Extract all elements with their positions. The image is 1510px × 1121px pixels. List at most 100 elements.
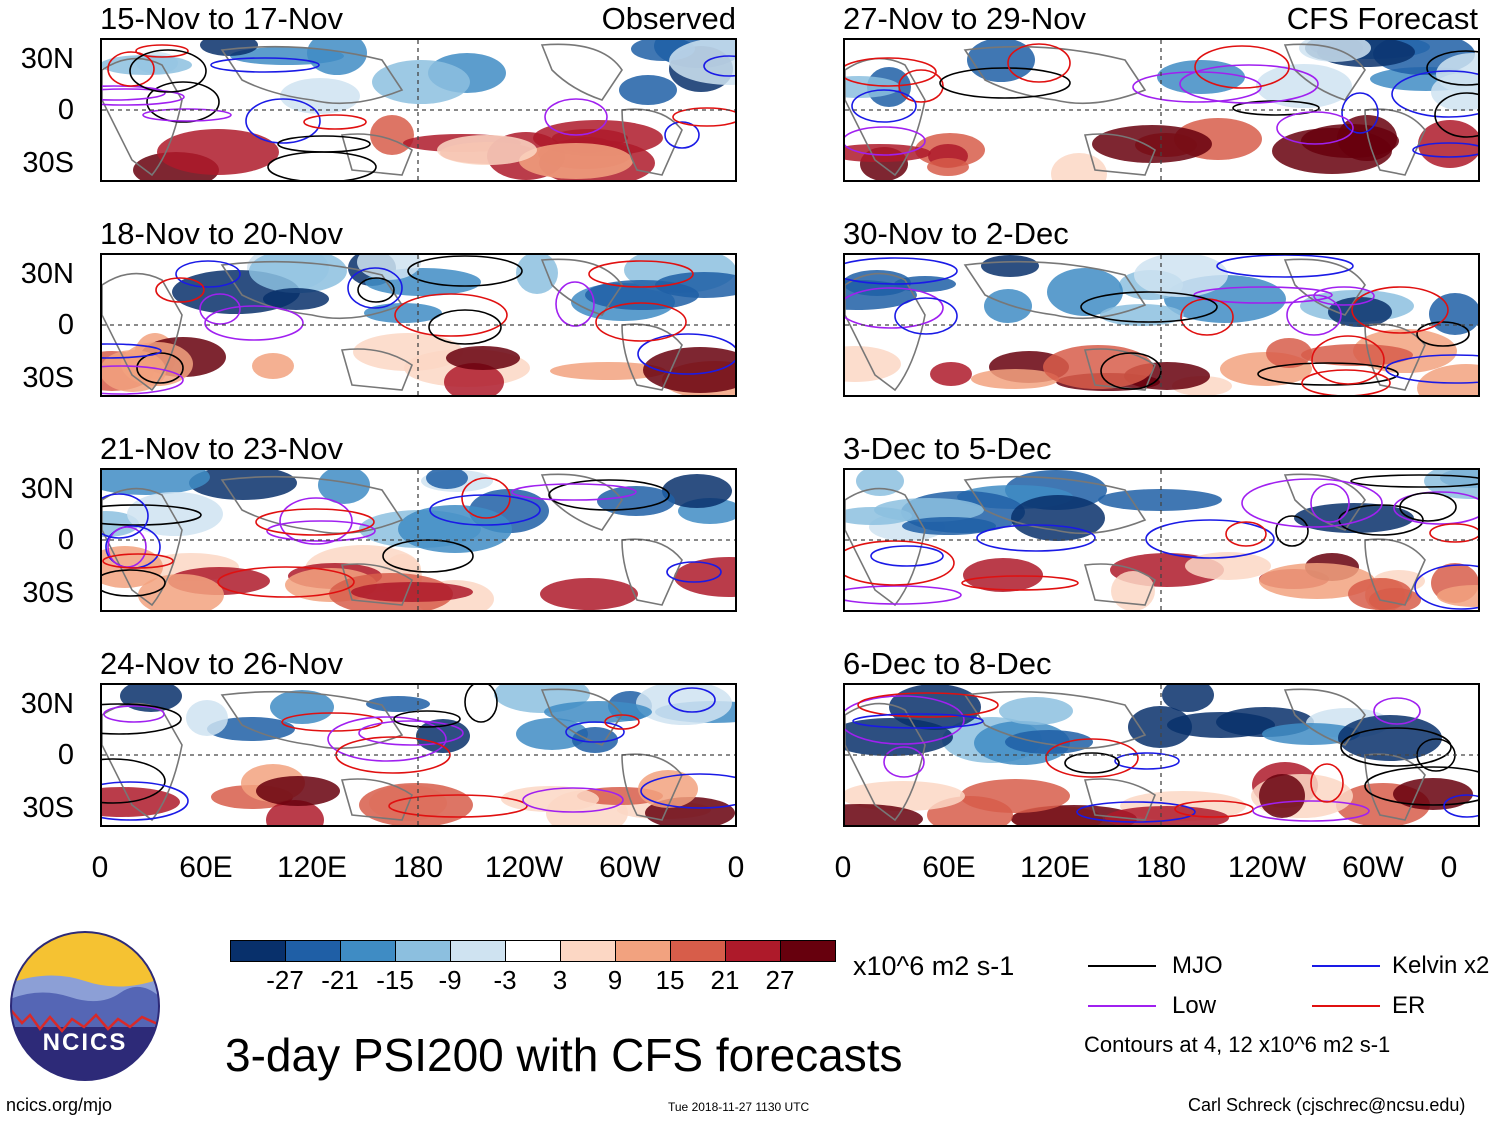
coastline (102, 487, 183, 607)
colorbar-swatch (450, 940, 506, 962)
colorbar-swatch (615, 940, 671, 962)
anomaly-shade (999, 697, 1073, 725)
wave-contour (327, 716, 447, 762)
lat-label-30s: 30S (22, 792, 74, 824)
panel-title-fcst-2: 30-Nov to 2-Dec (843, 216, 1069, 251)
coastline (845, 702, 926, 822)
anomaly-shade (1266, 338, 1312, 368)
colorbar-swatch (505, 940, 561, 962)
anomaly-shade (307, 40, 367, 75)
coastline (102, 272, 183, 392)
wave-contour (1174, 800, 1254, 818)
coastline (1283, 43, 1366, 101)
wave-contour (1007, 43, 1071, 83)
cfs-forecast-tag: CFS Forecast (1286, 1, 1478, 36)
map-field (845, 40, 1478, 180)
wave-contour (1385, 354, 1478, 384)
anomaly-shade (351, 582, 473, 602)
anomaly-shade (1301, 344, 1413, 366)
wave-contour (102, 365, 184, 395)
anomaly-shade (270, 690, 334, 724)
colorbar-tick-label: -3 (493, 965, 517, 995)
wave-contour (102, 758, 166, 804)
wave-contour (1313, 286, 1375, 306)
map-field (845, 685, 1478, 825)
wave-contour (277, 135, 371, 153)
coastline (540, 473, 623, 531)
anomaly-shade (1437, 585, 1478, 607)
colorbar-tick-label: -27 (266, 965, 304, 995)
wave-contour (1399, 492, 1457, 522)
wave-contour (511, 483, 637, 501)
wave-contour (393, 710, 461, 728)
map-panel-fcst-3 (843, 468, 1480, 612)
anomaly-shade (519, 143, 633, 179)
lat-label-30s: 30S (22, 577, 74, 609)
wave-contour (388, 794, 528, 818)
panel-title-obs-1: 15-Nov to 17-Nov (100, 1, 343, 36)
anomaly-shade (501, 786, 599, 812)
lon-label: 120W (484, 851, 564, 884)
colorbar-swatch (725, 940, 781, 962)
wave-contour (555, 281, 595, 327)
lon-label: 120W (1227, 851, 1307, 884)
anomaly-shade (967, 40, 1035, 82)
colorbar-tick-label: 27 (765, 965, 795, 995)
lon-label: 120E (276, 851, 348, 884)
anomaly-shade (619, 75, 677, 105)
anomaly-shade (437, 135, 537, 165)
coastline (340, 563, 413, 606)
lon-label: 60W (599, 851, 661, 884)
coastline (540, 43, 623, 101)
wave-contour (1076, 801, 1196, 823)
wave-contour (1350, 474, 1478, 488)
coastline (220, 690, 404, 750)
anomaly-shade (572, 727, 618, 753)
wave-contour (1393, 491, 1478, 525)
wave-contour (845, 695, 965, 745)
coastline (963, 45, 1147, 105)
wave-contour (544, 98, 608, 136)
colorbar-tick-label: -21 (321, 965, 359, 995)
coastline (1083, 133, 1156, 176)
wave-contour (245, 98, 321, 144)
wave-contour (210, 57, 320, 73)
wave-contour (1257, 362, 1399, 386)
anomaly-shade (1301, 124, 1399, 158)
lat-label-30n: 30N (20, 473, 74, 505)
wave-contour (1340, 727, 1452, 767)
wave-contour (845, 57, 937, 87)
wave-contour (429, 494, 541, 526)
anomaly-shade (186, 700, 228, 736)
wave-contour (845, 287, 944, 329)
lat-label-30s: 30S (22, 362, 74, 394)
wave-contour (358, 720, 464, 746)
anomaly-shade (1338, 715, 1442, 761)
anomaly-shade (1185, 552, 1271, 580)
coastline (963, 690, 1147, 750)
lon-label: 0 (1440, 851, 1458, 884)
coastline (1364, 753, 1426, 821)
wave-contour (204, 305, 304, 341)
wave-contour (142, 108, 232, 122)
lat-label-eq: 0 (57, 309, 74, 341)
wave-contour (548, 479, 670, 511)
wave-contour (1145, 519, 1275, 559)
wave-contour (102, 493, 149, 539)
anomaly-shade (981, 255, 1039, 277)
anomaly-shade (674, 557, 735, 597)
wave-contour (1276, 111, 1354, 145)
wave-contour (1080, 291, 1218, 323)
legend-line-low (1088, 1005, 1156, 1007)
anomaly-shade (1043, 345, 1153, 389)
map-panel-fcst-1 (843, 38, 1480, 182)
wave-contour (870, 545, 944, 567)
legend-line-kelvin (1312, 965, 1380, 967)
anomaly-shade (927, 158, 969, 176)
anomaly-shade (1128, 706, 1192, 748)
anomaly-shade (357, 255, 421, 280)
anomaly-shade (845, 346, 901, 382)
wave-contour (428, 309, 502, 345)
wave-contour (1064, 752, 1120, 774)
lon-label: 0 (834, 851, 852, 884)
